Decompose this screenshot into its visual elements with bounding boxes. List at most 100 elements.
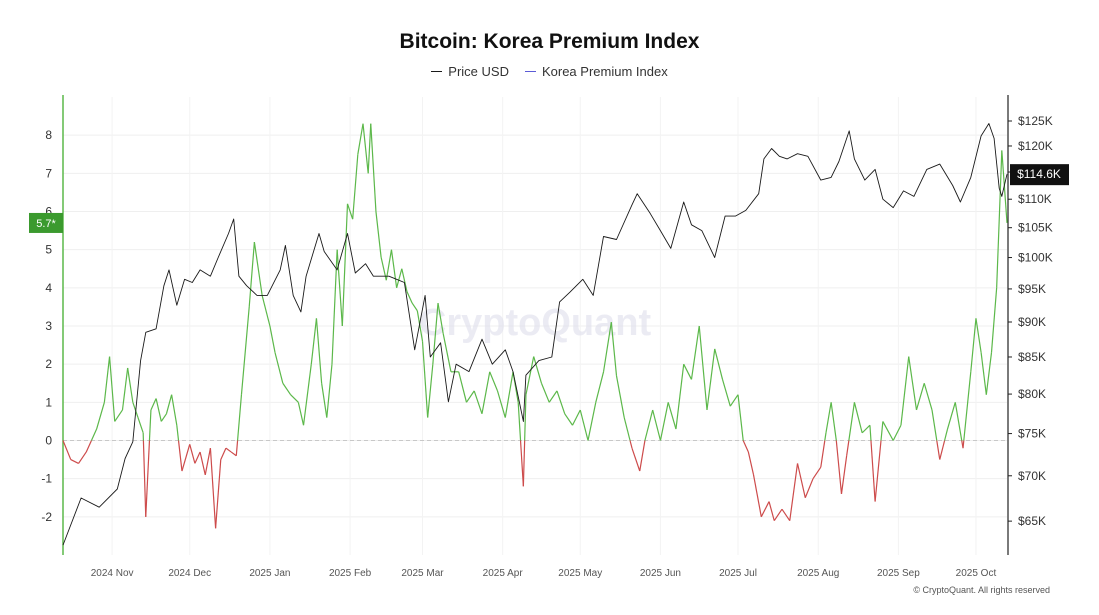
premium-segment [406, 291, 413, 304]
premium-segment [240, 306, 250, 395]
left-tick-label: 1 [45, 395, 52, 409]
chart-legend: Price USD Korea Premium Index [0, 64, 1099, 79]
right-tick-label: $70K [1018, 469, 1046, 483]
premium-segment [690, 325, 700, 380]
premium-segment [481, 371, 491, 414]
premium-segment [556, 390, 566, 414]
premium-segment [752, 474, 762, 517]
premium-segment [963, 371, 972, 441]
premium-segment [230, 451, 237, 457]
left-tick-label: 6 [45, 205, 52, 219]
premium-segment [659, 402, 669, 441]
premium-segment [62, 440, 72, 460]
x-tick-label: 2025 Jun [640, 568, 681, 579]
left-tick-label: 0 [45, 434, 52, 448]
premium-segment [416, 310, 424, 342]
x-tick-label: 2025 Jul [719, 568, 757, 579]
x-tick-label: 2025 Sep [877, 568, 920, 579]
premium-segment [931, 409, 938, 441]
premium-segment [760, 501, 770, 518]
legend-item-price[interactable]: Price USD [431, 64, 509, 79]
premium-segment [253, 241, 263, 296]
premium-segment [714, 348, 724, 380]
premium-segment [155, 398, 162, 422]
x-tick-label: 2025 Aug [797, 568, 839, 579]
premium-segment [579, 409, 589, 441]
premium-segment [853, 402, 863, 434]
premium-segment [900, 356, 910, 426]
premium-segment [504, 371, 514, 418]
premium-segment [610, 322, 618, 376]
watermark: CryptoQuant [419, 302, 652, 344]
right-tick-label: $75K [1018, 427, 1046, 441]
premium-segment [145, 440, 151, 517]
right-tick-label: $110K [1018, 192, 1052, 206]
premium-segment [458, 371, 468, 403]
premium-segment [496, 390, 506, 418]
premium-segment [290, 394, 299, 403]
left-tick-label: -2 [41, 510, 52, 524]
premium-segment [396, 268, 403, 288]
premium-segment [375, 211, 382, 258]
right-tick-label: $95K [1018, 282, 1046, 296]
premium-segment [199, 451, 206, 475]
premium-segment [473, 390, 483, 414]
current-price-badge [1010, 164, 1069, 186]
right-tick-label: $90K [1018, 315, 1046, 329]
premium-segment [108, 356, 116, 422]
x-tick-label: 2024 Dec [168, 568, 211, 579]
x-tick-label: 2025 Mar [401, 568, 444, 579]
premium-segment [683, 363, 693, 380]
premium-segment [675, 364, 685, 430]
premium-segment [652, 409, 662, 441]
premium-segment [194, 451, 201, 464]
x-tick-label: 2025 Feb [329, 568, 372, 579]
premium-segment [346, 203, 354, 220]
premium-segment [540, 383, 550, 403]
premium-segment [623, 417, 631, 441]
premium-segment [214, 459, 222, 529]
premium-segment [220, 447, 227, 460]
premium-segment [533, 356, 543, 384]
premium-segment [742, 440, 749, 453]
premium-segment [525, 356, 535, 395]
legend-label-price: Price USD [448, 64, 509, 79]
premium-segment [70, 459, 79, 464]
premium-segment [747, 451, 755, 475]
premium-segment [171, 394, 178, 426]
right-tick-label: $100K [1018, 251, 1053, 265]
x-tick-label: 2025 Jan [249, 568, 290, 579]
premium-segment [861, 424, 871, 434]
premium-segment [165, 394, 173, 414]
right-tick-label: $105K [1018, 221, 1053, 235]
legend-item-premium[interactable]: Korea Premium Index [524, 64, 668, 79]
premium-segment [869, 425, 872, 441]
premium-segment [975, 318, 982, 353]
premium-segment [181, 444, 191, 472]
premium-segment [840, 455, 848, 495]
premium-segment [781, 508, 791, 521]
premium-segment [352, 154, 359, 220]
premium-segment [96, 402, 105, 430]
premium-segment [882, 421, 894, 441]
premium-segment [796, 463, 806, 498]
premium-segment [385, 249, 393, 281]
premium-segment [824, 432, 827, 441]
premium-segment [390, 249, 398, 288]
copyright-footer: © CryptoQuant. All rights reserved [913, 585, 1050, 595]
premium-segment [225, 447, 232, 453]
right-tick-label: $120K [1018, 139, 1053, 153]
premium-segment [985, 352, 993, 395]
premium-segment [524, 394, 527, 441]
premium-segment [773, 508, 783, 521]
legend-swatch-price [431, 71, 443, 72]
premium-segment [427, 364, 434, 418]
premium-segment [812, 466, 822, 480]
premium-segment [269, 325, 276, 353]
premium-segment [121, 367, 129, 411]
premium-segment [880, 421, 884, 441]
premium-segment [908, 356, 918, 411]
premium-segment [830, 402, 837, 441]
premium-segment [315, 318, 323, 384]
